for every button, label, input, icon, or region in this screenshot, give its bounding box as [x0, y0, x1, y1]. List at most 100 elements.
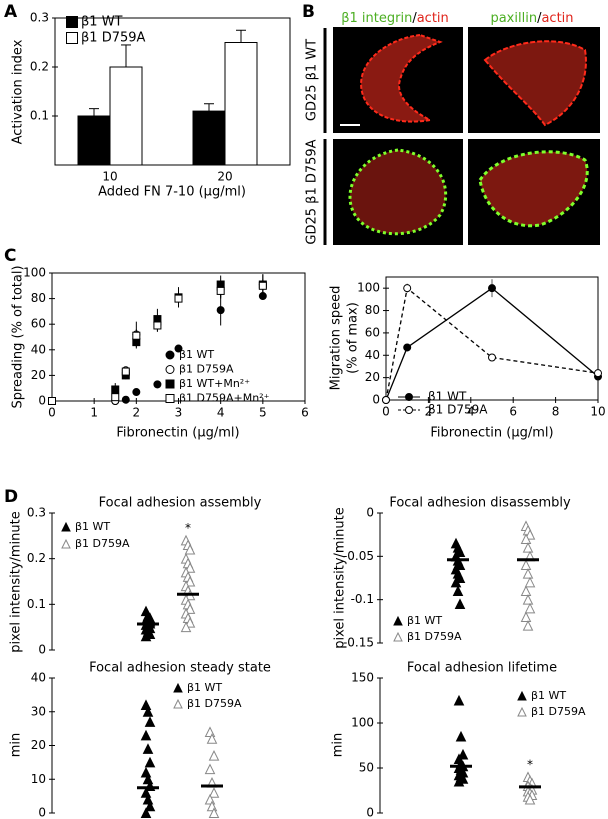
y-tick-label: 0.1 [27, 597, 46, 611]
y-tick-label: 0.3 [27, 506, 46, 520]
marker [121, 367, 130, 376]
marker [455, 730, 467, 742]
legend-marker [165, 365, 175, 374]
y-tick-label: -0.1 [351, 592, 374, 606]
x-tick-label: 4 [217, 406, 225, 420]
legend-marker [61, 521, 71, 532]
marker [111, 393, 120, 402]
cell [478, 150, 589, 228]
marker [382, 396, 390, 404]
stain: β1 integrin [341, 11, 412, 26]
y-tick-label: 80 [365, 303, 380, 317]
marker [452, 585, 464, 596]
x-tick-label: 1 [90, 406, 98, 420]
marker [520, 611, 532, 622]
x-tick-label: 0 [48, 406, 56, 420]
x-tick-label: 10 [590, 405, 605, 419]
stain: paxillin [490, 11, 537, 26]
marker [184, 543, 196, 555]
x-axis-label: Added FN 7-10 (μg/ml) [98, 185, 246, 200]
row-label: GD25 β1 D759A [305, 139, 320, 244]
marker [524, 793, 536, 805]
cell [483, 40, 587, 127]
marker [184, 616, 196, 628]
marker [454, 598, 466, 609]
marker [453, 694, 465, 706]
y-tick-label: 150 [351, 671, 374, 685]
marker [142, 706, 154, 717]
plot-frame [385, 276, 599, 401]
y-tick-label: 30 [31, 704, 46, 718]
cell [360, 33, 443, 123]
y-tick-label: 100 [351, 716, 374, 730]
marker [204, 763, 216, 775]
marker [488, 353, 496, 362]
chart-title: Focal adhesion assembly [99, 496, 262, 511]
marker [216, 306, 225, 315]
legend-label: β1 WT+Mn²⁺ [179, 377, 250, 390]
legend-label: β1 WT [179, 348, 214, 361]
marker [144, 800, 156, 812]
marker [204, 726, 216, 737]
legend-marker [66, 32, 78, 44]
y-tick-label: 0 [38, 643, 46, 657]
panel-label: B [302, 2, 315, 22]
y-tick-label: 20 [365, 370, 380, 384]
y-tick-label: 40 [31, 671, 46, 685]
marker [121, 395, 130, 404]
legend-marker [393, 631, 403, 642]
legend-marker [165, 394, 175, 403]
y-tick-label: 10 [31, 772, 46, 786]
marker [522, 594, 534, 605]
marker [594, 369, 602, 378]
y-axis-label: (% of max) [346, 302, 361, 374]
marker [184, 562, 196, 573]
legend-marker [66, 16, 78, 28]
legend-marker [517, 706, 527, 717]
legend-label: β1 D759A [75, 537, 130, 550]
y-axis-label: pixel intensity/minute [333, 507, 348, 649]
legend-label: β1 WT [428, 390, 467, 404]
marker [208, 750, 220, 761]
marker [153, 380, 162, 389]
marker [144, 756, 156, 768]
legend-label: β1 WT [531, 689, 566, 702]
x-tick-label: 4 [467, 405, 475, 419]
y-axis-label: pixel intensity/minute [9, 511, 24, 653]
chart-title: Focal adhesion steady state [89, 661, 271, 676]
x-tick-label: 0 [382, 405, 390, 419]
marker [520, 585, 532, 596]
x-axis-label: Fibronectin (μg/ml) [430, 426, 553, 441]
x-tick-label: 3 [175, 406, 183, 420]
marker [142, 743, 154, 754]
legend-label: β1 D759A [407, 630, 462, 643]
marker [140, 807, 152, 818]
marker [153, 321, 162, 330]
legend-label: β1 D759A [179, 363, 234, 376]
legend-label: β1 WT [75, 520, 110, 533]
y-tick-label: 100 [357, 281, 380, 295]
y-axis-label: Spreading (% of total) [11, 265, 26, 408]
legend-marker [517, 690, 527, 701]
legend-marker [405, 393, 413, 401]
legend-label: β1 WT [407, 614, 442, 627]
y-tick-label: -0.05 [343, 549, 374, 563]
marker [520, 559, 532, 570]
x-tick-label: 10 [102, 170, 117, 184]
legend-label: β1 D759A [187, 697, 242, 710]
y-tick-label: 40 [365, 348, 380, 362]
annotation: * [185, 521, 191, 535]
legend-label: β1 D759A+Mn²⁺ [179, 392, 270, 405]
micrographs [333, 27, 600, 245]
y-tick-label: 60 [31, 317, 46, 331]
stain: actin [417, 11, 449, 26]
marker [488, 284, 496, 293]
x-tick-label: 8 [552, 405, 560, 419]
series-line [385, 286, 599, 401]
marker [140, 699, 152, 710]
series-line [385, 287, 599, 401]
legend-marker [393, 615, 403, 626]
marker [140, 729, 152, 741]
marker [522, 568, 534, 579]
x-tick-label: 6 [509, 405, 517, 419]
